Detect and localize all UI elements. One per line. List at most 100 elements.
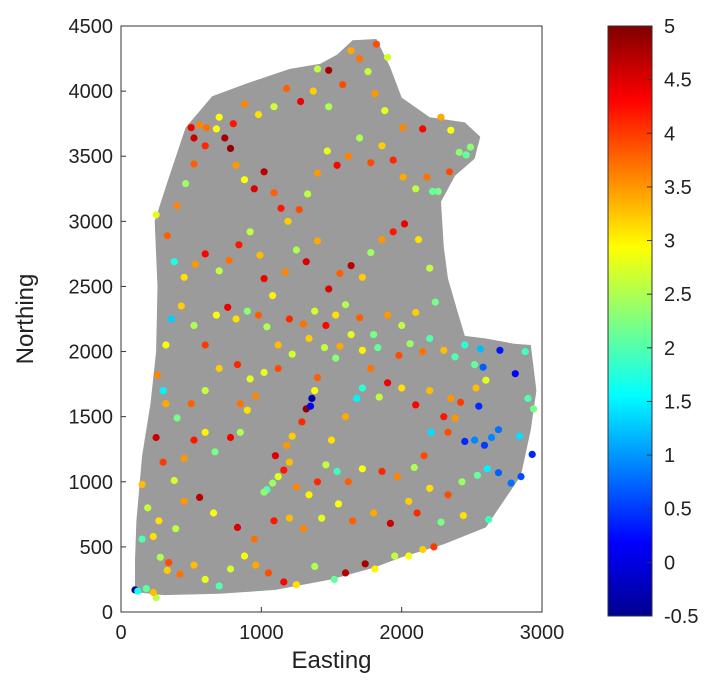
- data-point: [284, 217, 292, 225]
- data-point: [292, 581, 300, 589]
- data-point: [313, 169, 322, 177]
- data-point: [233, 523, 242, 532]
- data-point: [196, 493, 204, 501]
- data-point: [423, 173, 431, 181]
- data-point: [318, 514, 326, 522]
- data-point: [445, 168, 453, 176]
- data-point: [313, 65, 322, 73]
- data-point: [152, 211, 160, 219]
- data-point: [356, 55, 364, 63]
- data-point: [378, 142, 386, 150]
- data-point: [215, 267, 223, 275]
- data-point: [473, 471, 481, 479]
- data-point: [440, 413, 448, 421]
- data-point: [176, 570, 184, 578]
- data-point: [246, 228, 254, 236]
- data-point: [201, 142, 209, 150]
- data-point: [274, 473, 282, 481]
- data-point: [180, 273, 188, 281]
- data-point: [389, 228, 397, 236]
- data-point: [269, 479, 277, 487]
- data-point: [327, 436, 336, 444]
- data-point: [466, 143, 474, 151]
- data-point: [406, 340, 414, 348]
- data-point: [285, 458, 293, 466]
- y-tick-label: 3500: [69, 146, 114, 168]
- data-point: [295, 206, 303, 214]
- data-point: [203, 124, 211, 132]
- y-tick-label: 500: [80, 537, 113, 559]
- data-point: [201, 387, 209, 395]
- data-point: [190, 561, 198, 569]
- data-point: [333, 467, 341, 475]
- data-point: [305, 491, 313, 499]
- data-point: [187, 400, 195, 408]
- data-point: [302, 258, 310, 266]
- data-point: [480, 441, 489, 449]
- data-point: [333, 161, 341, 169]
- data-point: [420, 452, 428, 460]
- x-tick-label: 2000: [379, 622, 424, 644]
- data-point: [153, 371, 162, 379]
- y-axis-label: Northing: [12, 274, 39, 365]
- data-point: [361, 560, 369, 568]
- data-point: [263, 323, 271, 331]
- data-point: [240, 552, 249, 560]
- colorbar-tick-label: 2: [664, 338, 675, 360]
- colorbar-tick-label: 0: [664, 552, 675, 574]
- data-point: [358, 273, 366, 281]
- data-point: [252, 561, 260, 569]
- data-point: [475, 402, 483, 410]
- data-point: [367, 364, 375, 373]
- data-point: [162, 400, 170, 408]
- data-point: [399, 173, 407, 181]
- data-point: [240, 100, 249, 108]
- data-point: [347, 331, 355, 339]
- data-point: [226, 565, 235, 573]
- data-point: [358, 346, 366, 354]
- data-point: [358, 384, 366, 392]
- data-point: [269, 292, 277, 300]
- data-point: [182, 180, 190, 188]
- data-point: [270, 189, 278, 197]
- data-point: [405, 497, 413, 505]
- data-point: [431, 298, 439, 306]
- data-point: [389, 156, 397, 164]
- data-point: [524, 394, 532, 402]
- data-point: [447, 394, 455, 402]
- data-point: [414, 236, 423, 244]
- x-tick-label: 1000: [239, 622, 284, 644]
- data-point: [254, 311, 263, 319]
- data-point: [528, 450, 536, 458]
- data-point: [274, 341, 282, 349]
- data-point: [405, 552, 413, 560]
- data-point: [341, 301, 350, 309]
- data-point: [313, 374, 322, 382]
- colorbar-gradient: [607, 25, 653, 617]
- colorbar-tick-label: 5: [664, 16, 675, 38]
- data-point: [374, 344, 382, 352]
- data-point: [384, 53, 392, 61]
- data-point: [487, 433, 496, 442]
- data-point: [344, 478, 352, 486]
- data-point: [250, 535, 258, 543]
- data-point: [235, 241, 243, 249]
- colorbar-tick-label: 4: [664, 123, 675, 145]
- data-point: [173, 202, 181, 210]
- data-point: [190, 134, 198, 142]
- data-point: [419, 125, 427, 133]
- colorbar-tick-label: 1.5: [664, 391, 692, 413]
- data-point: [444, 491, 452, 499]
- data-point: [412, 308, 420, 317]
- plot-frame: [120, 25, 543, 613]
- data-point: [410, 463, 418, 472]
- y-tick-label: 1000: [69, 472, 114, 494]
- data-point: [142, 585, 150, 593]
- data-point: [210, 509, 218, 517]
- data-point: [270, 103, 278, 111]
- data-point: [530, 405, 538, 413]
- data-point: [163, 232, 171, 240]
- data-point: [378, 467, 386, 475]
- data-point: [461, 341, 469, 349]
